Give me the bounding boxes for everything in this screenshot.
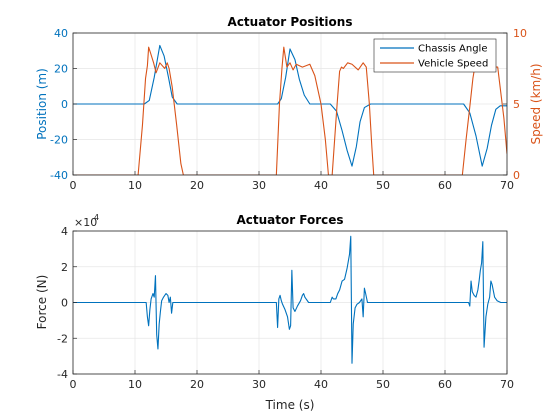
positions-legend: Chassis Angle Vehicle Speed (373, 38, 497, 73)
positions-xtick-label: 20 (190, 179, 204, 192)
forces-ytick-label: -4 (57, 368, 68, 381)
legend-entry-vehicle-speed: Vehicle Speed (418, 59, 488, 70)
positions-ylabel-left: Position (m) (35, 68, 49, 140)
positions-series (73, 44, 507, 175)
forces-xtick-label: 30 (252, 378, 266, 391)
positions-xtick-label: 40 (314, 179, 328, 192)
positions-ytick-label-right: 5 (513, 98, 520, 111)
forces-exponent-label: ×10 4 (74, 213, 99, 229)
positions-ytick-label: 40 (54, 27, 68, 40)
positions-plot: 0 10 20 30 40 50 60 70 -40 -20 0 20 40 0 5 10 Actuator … (35, 15, 543, 192)
positions-ticks: 0 10 20 30 40 50 60 70 -40 -20 0 20 40 0 5 10 (50, 27, 527, 192)
forces-ytick-label: 0 (61, 297, 68, 310)
forces-xlabel: Time (s) (265, 398, 315, 412)
forces-exponent-base: ×10 (74, 216, 97, 229)
chassis-angle-line (73, 44, 507, 167)
forces-exponent-power: 4 (94, 213, 99, 222)
positions-ytick-label-right: 10 (513, 27, 527, 40)
positions-ytick-label: 0 (61, 98, 68, 111)
positions-ytick-label: 20 (54, 63, 68, 76)
positions-xtick-label: 50 (376, 179, 390, 192)
forces-ticks: 0 10 20 30 40 50 60 70 -4 -2 0 2 4 (57, 225, 514, 391)
positions-xtick-label: 60 (438, 179, 452, 192)
forces-xtick-label: 60 (438, 378, 452, 391)
vehicle-speed-line (73, 46, 507, 175)
forces-series (73, 235, 507, 364)
forces-ytick-label: -2 (57, 332, 68, 345)
positions-ytick-label-right: 0 (513, 169, 520, 182)
positions-ytick-label: -20 (50, 134, 68, 147)
legend-entry-chassis-angle: Chassis Angle (418, 44, 488, 55)
legend-box (373, 38, 497, 73)
actuator-force-line (73, 235, 507, 364)
positions-xtick-label: 0 (70, 179, 77, 192)
positions-xtick-label: 70 (500, 179, 514, 192)
forces-ylabel: Force (N) (35, 275, 49, 330)
forces-xtick-label: 0 (70, 378, 77, 391)
forces-ytick-label: 4 (61, 225, 68, 238)
positions-ytick-label: -40 (50, 169, 68, 182)
forces-title: Actuator Forces (236, 213, 343, 227)
forces-xtick-label: 20 (190, 378, 204, 391)
forces-xtick-label: 50 (376, 378, 390, 391)
positions-title: Actuator Positions (228, 15, 353, 29)
forces-plot: 0 10 20 30 40 50 60 70 -4 -2 0 2 4 Actuator Forces T… (35, 213, 514, 412)
forces-xtick-label: 10 (128, 378, 142, 391)
positions-xtick-label: 10 (128, 179, 142, 192)
positions-ylabel-right: Speed (km/h) (529, 63, 543, 144)
forces-xtick-label: 70 (500, 378, 514, 391)
forces-ytick-label: 2 (61, 261, 68, 274)
forces-xtick-label: 40 (314, 378, 328, 391)
positions-xtick-label: 30 (252, 179, 266, 192)
